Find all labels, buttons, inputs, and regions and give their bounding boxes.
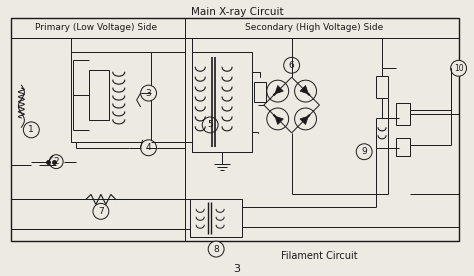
Circle shape	[202, 117, 218, 133]
Circle shape	[141, 85, 156, 101]
Bar	[71, 52, 151, 142]
Circle shape	[141, 140, 156, 156]
Text: Primary (Low Voltage) Side: Primary (Low Voltage) Side	[35, 23, 157, 32]
Text: Filament Circuit: Filament Circuit	[281, 251, 358, 261]
Text: 3: 3	[234, 264, 240, 274]
Text: Main X-ray Circuit: Main X-ray Circuit	[191, 7, 283, 17]
Circle shape	[295, 108, 317, 130]
Bar	[89, 70, 109, 120]
Text: 4: 4	[146, 143, 151, 152]
Polygon shape	[300, 116, 309, 124]
Circle shape	[208, 241, 224, 257]
Bar	[254, 82, 266, 102]
Polygon shape	[275, 86, 283, 94]
Text: 9: 9	[361, 147, 367, 156]
Circle shape	[267, 108, 289, 130]
Circle shape	[295, 80, 317, 102]
Bar	[11, 18, 458, 241]
Circle shape	[49, 155, 63, 169]
Text: 10: 10	[454, 64, 464, 73]
Text: 6: 6	[289, 61, 294, 70]
Circle shape	[23, 122, 39, 138]
Text: 3: 3	[146, 89, 152, 98]
Bar	[190, 200, 242, 237]
Circle shape	[451, 60, 466, 76]
Text: 8: 8	[213, 245, 219, 254]
Text: 5: 5	[207, 120, 213, 129]
Bar	[396, 138, 410, 156]
Circle shape	[356, 144, 372, 160]
Bar	[396, 103, 410, 125]
Text: 1: 1	[28, 125, 34, 134]
Circle shape	[284, 57, 300, 73]
Text: 2: 2	[54, 157, 59, 166]
Text: 7: 7	[98, 207, 104, 216]
Bar	[192, 52, 252, 152]
Polygon shape	[300, 86, 309, 94]
Text: Secondary (High Voltage) Side: Secondary (High Voltage) Side	[246, 23, 383, 32]
Polygon shape	[275, 116, 283, 124]
Circle shape	[267, 80, 289, 102]
Circle shape	[93, 203, 109, 219]
